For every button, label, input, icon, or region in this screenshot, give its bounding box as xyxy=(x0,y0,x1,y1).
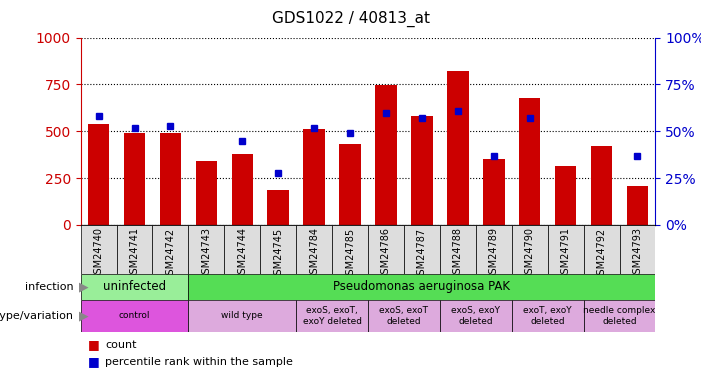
FancyBboxPatch shape xyxy=(440,225,476,274)
Bar xyxy=(627,186,648,225)
Text: GSM24785: GSM24785 xyxy=(345,227,355,280)
FancyBboxPatch shape xyxy=(584,300,655,332)
Text: ■: ■ xyxy=(88,356,100,368)
FancyBboxPatch shape xyxy=(81,225,116,274)
Bar xyxy=(411,116,433,225)
Text: count: count xyxy=(105,340,137,350)
Text: exoS, exoT
deleted: exoS, exoT deleted xyxy=(379,306,428,326)
Bar xyxy=(375,86,397,225)
FancyBboxPatch shape xyxy=(81,300,189,332)
Text: GDS1022 / 40813_at: GDS1022 / 40813_at xyxy=(271,11,430,27)
FancyBboxPatch shape xyxy=(512,225,547,274)
FancyBboxPatch shape xyxy=(620,225,655,274)
FancyBboxPatch shape xyxy=(404,225,440,274)
Text: GSM24788: GSM24788 xyxy=(453,227,463,280)
Text: ▶: ▶ xyxy=(79,280,88,293)
FancyBboxPatch shape xyxy=(547,225,584,274)
Text: GSM24787: GSM24787 xyxy=(417,227,427,280)
Bar xyxy=(591,146,613,225)
Text: GSM24791: GSM24791 xyxy=(561,227,571,280)
Text: wild type: wild type xyxy=(222,311,263,320)
Bar xyxy=(160,133,181,225)
FancyBboxPatch shape xyxy=(153,225,189,274)
FancyBboxPatch shape xyxy=(189,300,297,332)
Text: GSM24741: GSM24741 xyxy=(130,227,139,280)
Text: Pseudomonas aeruginosa PAK: Pseudomonas aeruginosa PAK xyxy=(334,280,510,293)
FancyBboxPatch shape xyxy=(189,225,224,274)
Text: uninfected: uninfected xyxy=(103,280,166,293)
FancyBboxPatch shape xyxy=(260,225,297,274)
Text: exoS, exoT,
exoY deleted: exoS, exoT, exoY deleted xyxy=(303,306,362,326)
Text: GSM24784: GSM24784 xyxy=(309,227,319,280)
Bar xyxy=(447,71,468,225)
FancyBboxPatch shape xyxy=(368,300,440,332)
FancyBboxPatch shape xyxy=(440,300,512,332)
Bar xyxy=(88,124,109,225)
Text: ■: ■ xyxy=(88,339,100,351)
FancyBboxPatch shape xyxy=(476,225,512,274)
Text: GSM24744: GSM24744 xyxy=(237,227,247,280)
Bar xyxy=(231,154,253,225)
Text: GSM24742: GSM24742 xyxy=(165,227,175,280)
FancyBboxPatch shape xyxy=(189,274,655,300)
FancyBboxPatch shape xyxy=(512,300,584,332)
Bar xyxy=(483,159,505,225)
FancyBboxPatch shape xyxy=(297,300,368,332)
Text: percentile rank within the sample: percentile rank within the sample xyxy=(105,357,293,367)
Text: GSM24792: GSM24792 xyxy=(597,227,606,280)
Bar xyxy=(124,133,145,225)
Bar xyxy=(339,144,361,225)
Text: control: control xyxy=(118,311,150,320)
Text: GSM24745: GSM24745 xyxy=(273,227,283,280)
FancyBboxPatch shape xyxy=(297,225,332,274)
Text: GSM24789: GSM24789 xyxy=(489,227,499,280)
Bar xyxy=(304,129,325,225)
Text: exoT, exoY
deleted: exoT, exoY deleted xyxy=(524,306,572,326)
Text: GSM24786: GSM24786 xyxy=(381,227,391,280)
Text: ▶: ▶ xyxy=(79,309,88,322)
Bar xyxy=(519,98,540,225)
Text: needle complex
deleted: needle complex deleted xyxy=(583,306,655,326)
Bar xyxy=(555,166,576,225)
FancyBboxPatch shape xyxy=(224,225,260,274)
Bar xyxy=(268,190,289,225)
Text: exoS, exoY
deleted: exoS, exoY deleted xyxy=(451,306,501,326)
FancyBboxPatch shape xyxy=(81,274,189,300)
FancyBboxPatch shape xyxy=(116,225,153,274)
Bar xyxy=(196,161,217,225)
FancyBboxPatch shape xyxy=(368,225,404,274)
Text: GSM24793: GSM24793 xyxy=(632,227,643,280)
Text: GSM24790: GSM24790 xyxy=(524,227,535,280)
Text: GSM24743: GSM24743 xyxy=(201,227,212,280)
Text: GSM24740: GSM24740 xyxy=(93,227,104,280)
FancyBboxPatch shape xyxy=(584,225,620,274)
Text: genotype/variation: genotype/variation xyxy=(0,311,74,321)
Text: infection: infection xyxy=(25,282,74,292)
FancyBboxPatch shape xyxy=(332,225,368,274)
